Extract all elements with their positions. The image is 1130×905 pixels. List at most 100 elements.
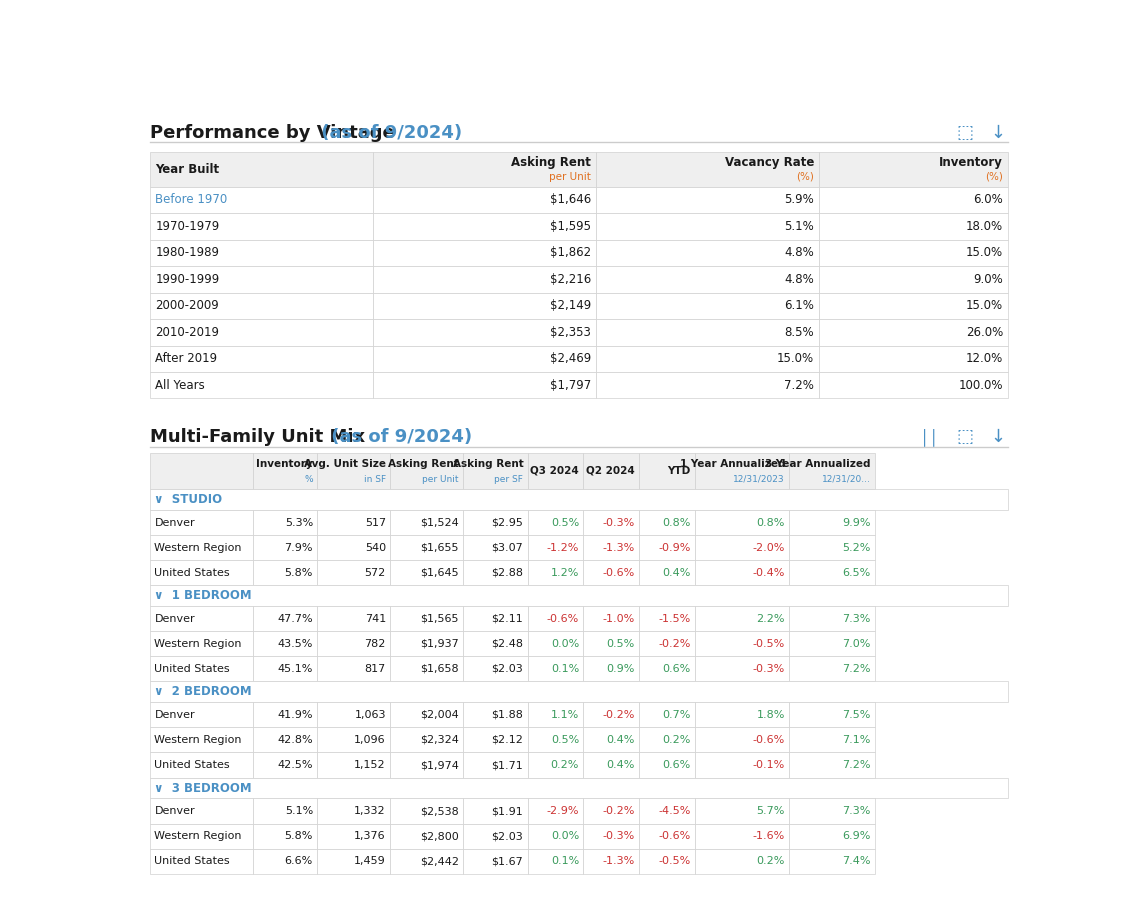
Text: 0.6%: 0.6% — [662, 664, 690, 674]
Text: 7.1%: 7.1% — [843, 735, 871, 745]
Bar — [150, 292, 373, 319]
Bar — [150, 152, 373, 186]
Text: 1970-1979: 1970-1979 — [155, 220, 219, 233]
Text: 15.0%: 15.0% — [777, 352, 815, 366]
Bar — [695, 752, 790, 777]
Text: 7.2%: 7.2% — [842, 664, 871, 674]
Text: All Years: All Years — [155, 379, 205, 392]
Bar — [463, 510, 528, 535]
Bar — [390, 728, 463, 752]
Text: After 2019: After 2019 — [155, 352, 217, 366]
Bar — [373, 240, 597, 266]
Bar — [150, 606, 253, 632]
Text: $1,565: $1,565 — [420, 614, 459, 624]
Bar — [318, 632, 390, 656]
Text: 6.0%: 6.0% — [973, 194, 1003, 206]
Bar — [318, 702, 390, 728]
Bar — [790, 752, 876, 777]
Text: Avg. Unit Size: Avg. Unit Size — [304, 460, 386, 470]
Text: 0.9%: 0.9% — [607, 664, 635, 674]
Bar — [790, 702, 876, 728]
Text: 0.1%: 0.1% — [550, 664, 579, 674]
Text: -2.9%: -2.9% — [547, 806, 579, 816]
Text: -0.3%: -0.3% — [753, 664, 785, 674]
Bar — [583, 702, 640, 728]
Bar — [597, 319, 819, 346]
Text: -0.3%: -0.3% — [602, 831, 635, 841]
Bar — [150, 535, 253, 560]
Bar — [790, 728, 876, 752]
Text: Inventory: Inventory — [939, 156, 1003, 168]
Bar — [695, 824, 790, 849]
Bar — [819, 319, 1008, 346]
Text: 1,096: 1,096 — [355, 735, 386, 745]
Bar — [150, 319, 373, 346]
Text: 6.9%: 6.9% — [843, 831, 871, 841]
Bar — [373, 186, 597, 214]
Bar — [150, 346, 373, 372]
Bar — [390, 632, 463, 656]
Text: (as of 9/2024): (as of 9/2024) — [325, 428, 472, 446]
Bar — [640, 728, 695, 752]
Bar — [597, 152, 819, 186]
Bar — [318, 824, 390, 849]
Bar — [253, 752, 318, 777]
Bar — [790, 632, 876, 656]
Text: -0.2%: -0.2% — [602, 806, 635, 816]
Bar — [390, 560, 463, 586]
Bar — [583, 560, 640, 586]
Bar — [150, 240, 373, 266]
Bar — [695, 510, 790, 535]
Bar — [528, 452, 583, 489]
Text: 7.2%: 7.2% — [842, 760, 871, 770]
Bar — [390, 752, 463, 777]
Text: 817: 817 — [365, 664, 386, 674]
Text: $1.88: $1.88 — [492, 710, 523, 719]
Text: $1.91: $1.91 — [492, 806, 523, 816]
Text: (%): (%) — [985, 172, 1003, 182]
Bar — [597, 266, 819, 292]
Bar — [150, 266, 373, 292]
Text: United States: United States — [155, 760, 231, 770]
Text: United States: United States — [155, 856, 231, 866]
Text: $2,004: $2,004 — [420, 710, 459, 719]
Text: 2010-2019: 2010-2019 — [155, 326, 219, 338]
Text: Western Region: Western Region — [155, 735, 242, 745]
Text: 0.0%: 0.0% — [550, 639, 579, 649]
Text: United States: United States — [155, 664, 231, 674]
Bar — [253, 702, 318, 728]
Bar — [528, 510, 583, 535]
Text: 47.7%: 47.7% — [277, 614, 313, 624]
Text: $2.03: $2.03 — [492, 664, 523, 674]
Bar — [463, 728, 528, 752]
Text: $1,646: $1,646 — [550, 194, 591, 206]
Bar — [790, 510, 876, 535]
Text: 4.8%: 4.8% — [784, 272, 815, 286]
Bar — [695, 798, 790, 824]
Text: 5.8%: 5.8% — [285, 831, 313, 841]
Bar — [819, 152, 1008, 186]
Text: $2,149: $2,149 — [550, 300, 591, 312]
Text: 18.0%: 18.0% — [966, 220, 1003, 233]
Bar — [597, 186, 819, 214]
Bar — [528, 728, 583, 752]
Text: 0.5%: 0.5% — [607, 639, 635, 649]
Text: $1,797: $1,797 — [550, 379, 591, 392]
Text: -1.3%: -1.3% — [602, 543, 635, 553]
Bar — [150, 702, 253, 728]
Bar — [150, 560, 253, 586]
Text: 7.2%: 7.2% — [784, 379, 815, 392]
Bar — [640, 824, 695, 849]
Text: $2,216: $2,216 — [550, 272, 591, 286]
Text: 0.5%: 0.5% — [550, 518, 579, 528]
Bar — [463, 702, 528, 728]
Text: 12.0%: 12.0% — [966, 352, 1003, 366]
Text: 540: 540 — [365, 543, 386, 553]
Text: Year Built: Year Built — [155, 163, 219, 176]
Bar — [463, 452, 528, 489]
Bar — [253, 632, 318, 656]
Bar — [373, 292, 597, 319]
Text: ││: ││ — [920, 428, 939, 445]
Bar — [150, 752, 253, 777]
Text: 9.0%: 9.0% — [973, 272, 1003, 286]
